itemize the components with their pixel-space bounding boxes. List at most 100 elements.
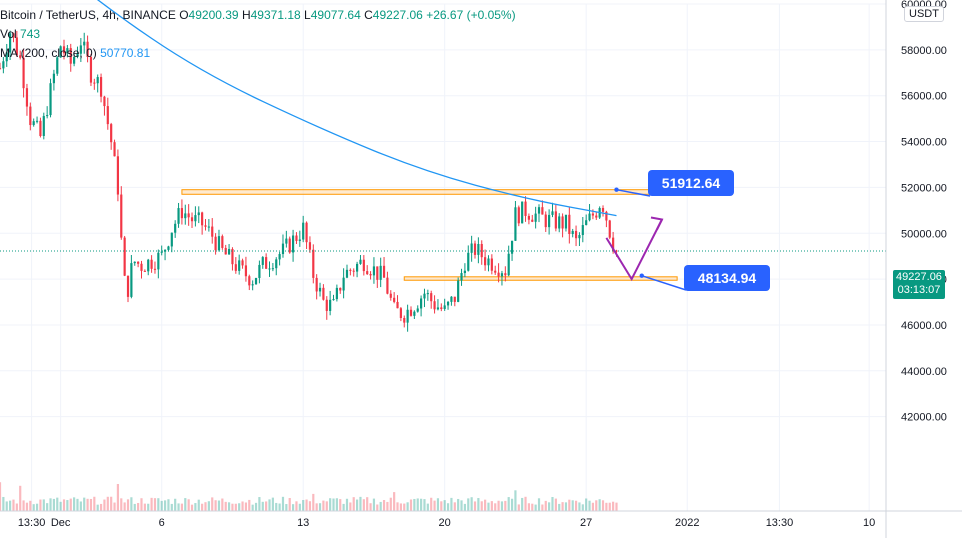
candle-body <box>487 258 490 266</box>
volume-bar <box>221 498 224 511</box>
candle-body <box>460 273 463 281</box>
volume-bar <box>571 500 574 511</box>
candle-body <box>275 259 278 269</box>
candle-body <box>295 235 298 241</box>
candle-body <box>62 46 66 54</box>
volume-bar <box>224 501 227 511</box>
volume-bar <box>541 504 544 511</box>
volume-bar <box>527 503 530 511</box>
last-price-badge: 49227.06 03:13:07 <box>893 270 945 299</box>
candle-body <box>517 207 520 224</box>
candle-body <box>325 299 328 311</box>
volume-bar <box>167 499 170 511</box>
volume-bar <box>103 499 106 511</box>
candle-body <box>564 214 568 229</box>
support-callout[interactable]: 48134.94 <box>684 265 770 291</box>
volume-bar <box>426 503 429 511</box>
candle-body <box>588 213 591 221</box>
candle-body <box>500 273 504 277</box>
high-label: H <box>241 8 251 22</box>
volume-bar <box>19 485 22 511</box>
candle-body <box>46 115 49 117</box>
x-tick-label: Dec <box>51 517 71 529</box>
volume-bar <box>393 492 396 511</box>
candle-body <box>308 242 312 250</box>
open-label: O <box>179 8 189 22</box>
volume-bar <box>561 502 564 511</box>
volume-bar <box>521 497 524 511</box>
candle-body <box>248 276 251 286</box>
candle-body <box>56 57 59 74</box>
candle-body <box>197 212 200 216</box>
volume-bar <box>204 502 207 511</box>
candle-body <box>29 106 32 126</box>
volume-bar <box>440 501 443 511</box>
candle-body <box>305 222 308 243</box>
candle-body <box>527 215 530 220</box>
volume-bar <box>187 499 190 511</box>
candle-body <box>180 208 184 219</box>
candle-body <box>463 270 466 274</box>
candle-body <box>123 237 126 276</box>
candle-body <box>22 57 25 89</box>
volume-bar <box>231 503 234 511</box>
volume-bar <box>450 497 453 511</box>
volume-bar <box>201 503 204 511</box>
volume-bar <box>446 503 450 511</box>
candle-body <box>204 225 207 227</box>
volume-bar <box>86 498 89 511</box>
volume-bar <box>537 498 541 511</box>
volume-bar <box>288 498 291 511</box>
resistance-callout[interactable]: 51912.64 <box>648 170 734 196</box>
candle-body <box>238 260 241 271</box>
open-value: 49200.39 <box>188 8 239 22</box>
volume-bar <box>214 500 217 511</box>
candle-body <box>433 301 436 310</box>
volume-label: Vol <box>0 27 17 41</box>
candle-body <box>15 37 18 56</box>
candle-body <box>615 250 618 252</box>
candle-body <box>221 236 224 248</box>
symbol-label: Bitcoin / TetherUS, 4h, BINANCE <box>0 8 176 22</box>
candle-body <box>79 45 82 54</box>
legend-row-volume[interactable]: Vol 743 <box>0 25 516 44</box>
volume-bar <box>268 499 271 511</box>
candle-body <box>315 277 318 292</box>
volume-bar <box>126 499 130 511</box>
currency-button[interactable]: USDT <box>904 6 944 22</box>
candle-body <box>106 106 109 125</box>
volume-bar <box>457 498 460 511</box>
volume-bar <box>608 502 611 511</box>
candle-body <box>386 277 389 294</box>
volume-bar <box>342 503 345 511</box>
candle-body <box>133 261 136 264</box>
candle-body <box>430 293 433 302</box>
candle-body <box>396 301 399 309</box>
volume-bar <box>534 504 537 511</box>
candle-body <box>426 293 429 295</box>
legend-row-ma[interactable]: MA (200, close, 0) 50770.81 <box>0 44 516 63</box>
volume-bar <box>147 503 150 511</box>
candle-body <box>147 259 150 272</box>
volume-bar <box>227 502 231 511</box>
candle-body <box>241 260 244 266</box>
candle-body <box>214 236 217 251</box>
candle-body <box>234 264 237 271</box>
candle-body <box>453 296 456 302</box>
candle-body <box>585 220 588 226</box>
candle-body <box>477 243 480 255</box>
volume-bar <box>362 499 365 511</box>
candle-body <box>126 275 130 297</box>
ma-value: 50770.81 <box>100 46 151 60</box>
volume-bar <box>386 501 389 511</box>
volume-bar <box>241 501 244 511</box>
volume-bar <box>332 498 335 511</box>
volume-bar <box>548 502 551 511</box>
volume-bar <box>531 503 534 511</box>
candle-body <box>510 240 514 254</box>
candle-body <box>406 309 409 323</box>
volume-bar <box>150 497 153 511</box>
